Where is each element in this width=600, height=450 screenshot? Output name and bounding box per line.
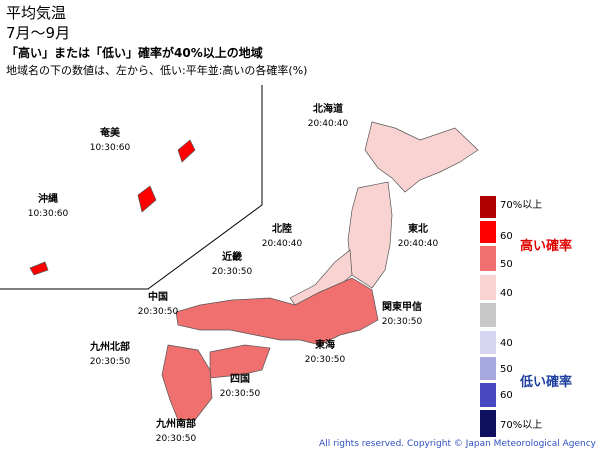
subtitle: 「高い」または「低い」確率が40%以上の地域 <box>6 46 263 60</box>
legend-swatch <box>480 196 496 218</box>
region-probabilities: 20:30:50 <box>220 389 261 399</box>
legend-swatch <box>480 246 496 271</box>
region-name: 関東甲信 <box>382 300 422 313</box>
region-name: 奄美 <box>99 126 121 139</box>
legend-label: 50 <box>500 259 513 270</box>
region-probabilities: 20:30:50 <box>138 307 179 317</box>
legend-swatch <box>480 410 496 437</box>
tohoku <box>347 181 393 289</box>
legend-label: 50 <box>500 364 513 375</box>
amami-island <box>177 139 196 163</box>
legend-swatch <box>480 303 496 327</box>
sakishima-island <box>29 261 49 276</box>
legend-swatch <box>480 383 496 407</box>
region-name: 九州北部 <box>89 340 130 353</box>
region-probabilities: 10:30:60 <box>28 209 69 219</box>
legend-low-label: 低い確率 <box>519 374 572 390</box>
hokkaido <box>364 121 479 193</box>
region-name: 沖縄 <box>38 192 58 205</box>
region-probabilities: 20:30:50 <box>305 355 346 365</box>
copyright: All rights reserved. Copyright © Japan M… <box>319 439 597 449</box>
okinawa-island <box>137 185 157 213</box>
legend-label: 70%以上 <box>500 199 542 211</box>
legend-high-label: 高い確率 <box>520 238 572 254</box>
region-probabilities: 20:40:40 <box>398 239 439 249</box>
region-name: 東海 <box>315 338 335 351</box>
region-name: 九州南部 <box>155 417 196 430</box>
legend-swatch <box>480 275 496 300</box>
legend-swatch <box>480 331 496 354</box>
region-probabilities: 20:30:50 <box>382 317 423 327</box>
region-name: 近畿 <box>222 250 242 263</box>
note: 地域名の下の数値は、左から、低い:平年並:高いの各確率(%) <box>6 64 308 77</box>
region-probabilities: 20:40:40 <box>262 239 303 249</box>
region-name: 四国 <box>230 373 250 385</box>
region-name: 中国 <box>148 290 168 303</box>
legend-swatch <box>480 357 496 380</box>
region-name: 北海道 <box>313 102 343 115</box>
region-probabilities: 20:40:40 <box>308 119 349 129</box>
legend-label: 40 <box>500 288 513 299</box>
title: 平均気温 <box>6 4 67 22</box>
region-name: 北陸 <box>272 222 292 235</box>
kyushu <box>161 344 213 421</box>
legend-swatch <box>480 221 496 243</box>
region-probabilities: 20:30:50 <box>90 357 131 367</box>
legend-label: 40 <box>500 338 513 349</box>
legend-label: 60 <box>500 231 513 242</box>
inset-border <box>0 85 263 290</box>
region-probabilities: 20:30:50 <box>156 434 197 444</box>
region-name: 東北 <box>408 222 428 235</box>
period: 7月～9月 <box>6 24 71 42</box>
honshu-south <box>175 277 379 346</box>
legend-label: 60 <box>500 390 513 401</box>
legend-label: 70%以上 <box>500 419 542 431</box>
region-probabilities: 10:30:60 <box>90 143 131 153</box>
region-probabilities: 20:30:50 <box>212 267 253 277</box>
